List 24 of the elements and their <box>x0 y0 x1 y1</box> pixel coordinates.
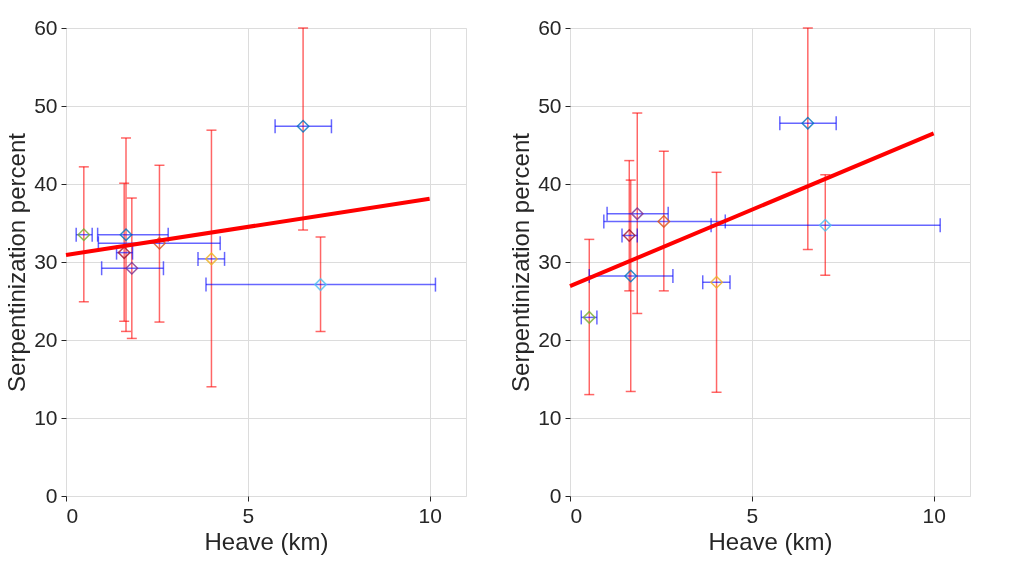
y-tick-label: 10 <box>538 405 562 429</box>
x-tick-label: 5 <box>242 503 255 527</box>
y-axis-title: Serpentinization percent <box>507 132 535 392</box>
y-tick-label: 0 <box>45 483 58 507</box>
x-axis-title: Heave (km) <box>708 527 833 555</box>
y-tick-label: 20 <box>538 327 562 351</box>
y-tick-label: 30 <box>34 249 58 273</box>
x-tick-label: 5 <box>746 503 759 527</box>
y-tick-label: 30 <box>538 249 562 273</box>
y-tick-label: 50 <box>34 93 58 117</box>
y-tick-label: 40 <box>34 171 58 195</box>
y-tick-label: 60 <box>538 15 562 39</box>
y-tick-label: 40 <box>538 171 562 195</box>
x-axis-title: Heave (km) <box>204 527 329 555</box>
x-tick-label: 0 <box>66 503 79 527</box>
y-tick-label: 50 <box>538 93 562 117</box>
y-axis-title: Serpentinization percent <box>3 132 31 392</box>
x-tick-label: 0 <box>570 503 583 527</box>
y-tick-label: 10 <box>34 405 58 429</box>
y-tick-label: 20 <box>34 327 58 351</box>
y-tick-label: 60 <box>34 15 58 39</box>
x-tick-label: 10 <box>922 503 946 527</box>
x-tick-label: 10 <box>418 503 442 527</box>
y-tick-label: 0 <box>549 483 562 507</box>
